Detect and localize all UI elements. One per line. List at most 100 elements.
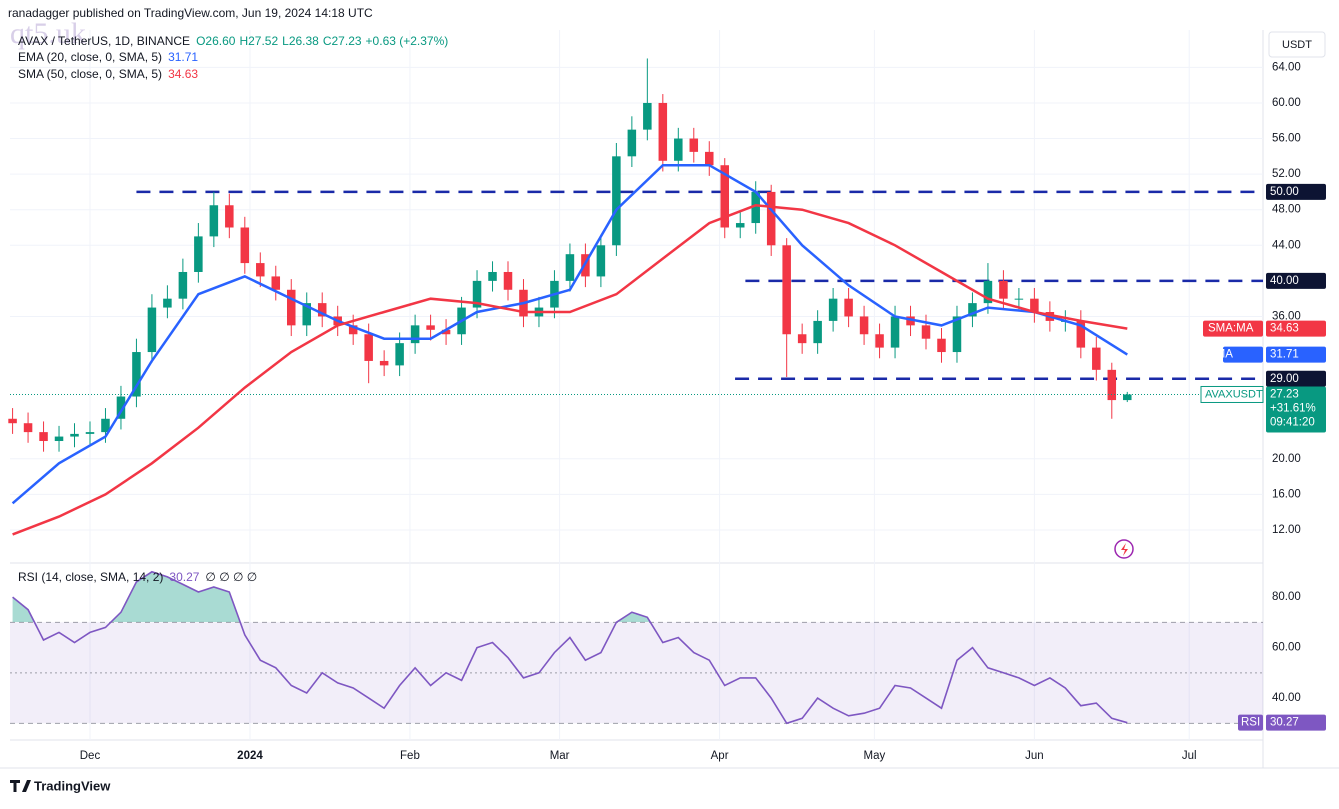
candle-body xyxy=(364,334,373,361)
candle-body xyxy=(906,316,915,326)
rsi-legend-value: 30.27 xyxy=(169,570,199,584)
candle-body xyxy=(658,102,668,161)
x-tick-label: 2024 xyxy=(237,750,263,762)
candle-body xyxy=(890,316,900,348)
candle-body xyxy=(39,432,48,442)
ma-tag-value-bg xyxy=(1266,320,1326,337)
candle-body xyxy=(674,138,683,161)
ohlc-value: O26.60 xyxy=(196,34,236,48)
candle-body xyxy=(1107,369,1117,401)
candle-body xyxy=(859,316,869,335)
currency-button[interactable] xyxy=(1268,31,1326,58)
candle-body xyxy=(225,205,234,228)
candle-body xyxy=(751,191,760,224)
rsi-tag-name-bg xyxy=(1238,714,1263,731)
legend-value: 31.71 xyxy=(168,50,198,64)
candle-body xyxy=(54,436,64,442)
candle-body xyxy=(132,352,141,397)
price-tag: +31.61% xyxy=(1270,403,1316,415)
rsi-tick-label: 80.00 xyxy=(1272,591,1301,603)
rsi-legend-name: RSI (14, close, SMA, 14, 2) xyxy=(18,570,163,584)
candle-body xyxy=(705,151,714,166)
y-tick-label: 60.00 xyxy=(1272,97,1301,109)
candle-body xyxy=(441,329,451,335)
x-tick-label: Jun xyxy=(1025,750,1044,762)
rsi-tag-name: RSI xyxy=(1241,717,1260,729)
legend-name: SMA (50, close, 0, SMA, 5) xyxy=(18,67,162,81)
candle-body xyxy=(410,325,420,344)
ohlc-value: H27.52 xyxy=(239,34,278,48)
ma-tag-name-bg xyxy=(1223,346,1263,363)
candle-body xyxy=(735,223,745,228)
candle-body xyxy=(968,303,977,317)
candle-body xyxy=(1092,347,1101,370)
candle-body xyxy=(627,129,637,157)
y-tick-label: 56.00 xyxy=(1272,133,1301,145)
candle-body xyxy=(782,245,791,335)
alert-bolt xyxy=(1121,543,1128,556)
rsi-tick-label: 40.00 xyxy=(1272,692,1301,704)
candle-body xyxy=(1014,298,1024,300)
candle-body xyxy=(395,343,404,366)
candle-body xyxy=(643,102,652,130)
candle-body xyxy=(85,432,95,434)
candle-body xyxy=(23,423,33,433)
candle-body xyxy=(844,298,853,317)
candle-body xyxy=(828,298,838,321)
candle-body xyxy=(1076,320,1086,348)
candle-body xyxy=(472,280,482,308)
level-tag-bg xyxy=(1266,370,1326,387)
candle-body xyxy=(813,320,822,344)
alert-icon[interactable] xyxy=(1114,539,1134,559)
candle-body xyxy=(163,298,172,308)
candle-body xyxy=(1030,298,1039,313)
symbol: AVAX / TetherUS, 1D, BINANCE xyxy=(18,34,190,48)
candle-body xyxy=(101,418,110,433)
candle-body xyxy=(797,334,807,344)
price-tag: 27.23 xyxy=(1270,389,1299,401)
candle-body xyxy=(178,271,188,299)
price-tag: 09:41:20 xyxy=(1270,417,1315,429)
candle-body xyxy=(302,303,311,326)
candle-body xyxy=(240,227,250,264)
candle-body xyxy=(596,245,606,277)
candle-body xyxy=(286,289,296,326)
candle-body xyxy=(116,396,126,419)
logo xyxy=(10,780,31,792)
level-tag: 50.00 xyxy=(1270,186,1299,198)
ohlc-value: L26.38 xyxy=(282,34,319,48)
rsi-tag-value: 30.27 xyxy=(1270,717,1299,729)
candle-body xyxy=(503,271,513,290)
level-tag-bg xyxy=(1266,183,1326,200)
ma-tag-name: SMA:MA xyxy=(1208,323,1254,335)
y-tick-label: 48.00 xyxy=(1272,204,1301,216)
x-tick-label: Jul xyxy=(1182,750,1197,762)
y-tick-label: 12.00 xyxy=(1272,524,1301,536)
ma-line xyxy=(12,204,1128,536)
level-tag: 29.00 xyxy=(1270,373,1299,385)
candle-body xyxy=(612,156,621,246)
rsi-tick-label: 60.00 xyxy=(1272,642,1301,654)
candle-body xyxy=(256,263,265,277)
candle-body xyxy=(317,303,327,317)
candle-body xyxy=(952,316,962,353)
ma-tag-value: 34.63 xyxy=(1270,323,1299,335)
y-tick-label: 52.00 xyxy=(1272,168,1301,180)
candle-body xyxy=(983,280,993,304)
publisher: ranadagger published on TradingView.com,… xyxy=(8,6,373,20)
y-tick-label: 16.00 xyxy=(1272,488,1301,500)
y-tick-label: 36.00 xyxy=(1272,310,1301,322)
candle-body xyxy=(426,325,435,330)
candle-body xyxy=(999,280,1008,299)
x-tick-label: Mar xyxy=(550,750,570,762)
rsi-overbought-fill xyxy=(12,571,651,622)
candle-body xyxy=(937,338,946,353)
footer-brand: TradingView xyxy=(34,778,111,793)
candle-body xyxy=(875,334,884,348)
candle-body xyxy=(565,254,575,281)
candle-body xyxy=(488,271,497,281)
candle-body xyxy=(1123,394,1132,401)
candle-body xyxy=(379,360,389,366)
rsi-tag-value-bg xyxy=(1266,714,1326,731)
watermark: qt5.uk xyxy=(10,17,86,50)
